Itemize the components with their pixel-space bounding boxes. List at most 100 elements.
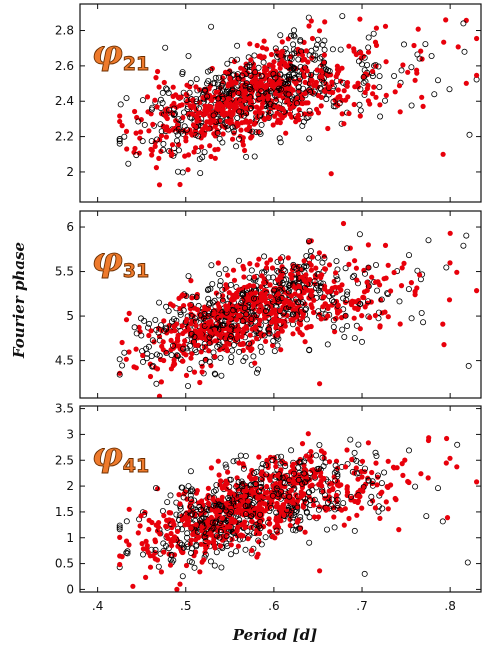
data-point-open: [217, 528, 224, 535]
data-point-open: [208, 262, 215, 269]
data-point-filled: [277, 307, 283, 314]
data-point-filled: [183, 352, 189, 358]
data-point-open: [174, 353, 181, 360]
data-point-open: [253, 369, 260, 376]
data-point-filled: [301, 258, 307, 264]
data-point-open: [269, 456, 276, 463]
data-point-open: [175, 147, 182, 154]
data-point-open: [311, 278, 318, 285]
data-point-open: [250, 295, 257, 302]
data-point-open: [186, 366, 193, 373]
data-point-filled: [447, 455, 453, 461]
data-point-open: [284, 80, 291, 87]
data-point-open: [199, 344, 206, 351]
data-point-open: [131, 324, 138, 331]
data-point-filled: [272, 459, 278, 465]
data-point-filled: [205, 485, 211, 491]
data-point-filled: [161, 318, 167, 324]
data-point-open: [180, 307, 187, 314]
data-point-filled: [168, 510, 174, 516]
data-point-open: [153, 351, 160, 358]
data-point-open: [293, 265, 300, 272]
data-point-filled: [425, 437, 432, 444]
data-point-open: [396, 298, 403, 305]
data-point-open: [163, 85, 170, 92]
data-point-open: [297, 38, 304, 45]
data-point-filled: [272, 82, 278, 88]
data-point-filled: [263, 265, 270, 271]
data-point-open: [161, 327, 168, 334]
data-point-filled: [259, 104, 265, 110]
data-point-filled: [169, 151, 175, 157]
data-point-open: [168, 551, 175, 558]
data-point-open: [463, 232, 470, 239]
data-point-filled: [188, 355, 194, 361]
data-point-open: [262, 534, 269, 541]
data-point-open: [289, 514, 296, 521]
data-point-open: [270, 337, 277, 344]
data-point-filled: [365, 283, 371, 289]
data-point-filled: [117, 534, 123, 541]
data-point-filled: [252, 360, 258, 366]
data-point-filled: [262, 315, 268, 321]
panel-label: φ31: [92, 240, 149, 282]
data-point-filled: [272, 91, 279, 97]
data-point-open: [259, 461, 266, 468]
data-point-open: [420, 319, 427, 326]
data-point-open: [297, 459, 304, 466]
data-point-open: [316, 441, 323, 448]
data-point-filled: [288, 86, 294, 92]
data-point-open: [347, 436, 354, 443]
data-point-filled: [355, 80, 361, 86]
data-point-filled: [160, 339, 166, 345]
data-point-filled: [231, 130, 237, 136]
data-point-filled: [207, 120, 214, 126]
data-point-filled: [290, 307, 296, 313]
data-point-open: [306, 489, 313, 496]
data-point-filled: [299, 274, 305, 280]
data-point-filled: [177, 581, 183, 587]
data-point-open: [239, 317, 246, 324]
data-point-filled: [123, 317, 130, 323]
data-point-filled: [271, 286, 277, 292]
data-point-filled: [349, 456, 355, 463]
data-point-filled: [242, 95, 248, 101]
data-point-open: [292, 508, 299, 515]
data-point-filled: [308, 262, 314, 268]
data-point-filled: [191, 553, 197, 559]
data-point-filled: [158, 379, 164, 385]
data-point-open: [330, 298, 337, 305]
data-point-open: [275, 298, 282, 305]
data-point-filled: [420, 103, 426, 109]
data-point-open: [290, 41, 297, 48]
data-point-filled: [344, 447, 350, 453]
data-point-filled: [256, 256, 262, 262]
data-point-open: [291, 50, 298, 57]
data-point-filled: [188, 130, 194, 137]
x-axis-title: Period [d]: [232, 626, 317, 644]
data-point-filled: [258, 55, 265, 61]
data-point-filled: [293, 119, 299, 125]
data-point-open: [201, 310, 208, 317]
data-point-filled: [155, 524, 162, 530]
data-point-filled: [351, 315, 357, 321]
data-point-filled: [357, 16, 363, 22]
data-point-filled: [367, 314, 373, 321]
data-point-filled: [296, 293, 302, 299]
data-point-open: [211, 297, 218, 304]
data-point-open: [289, 526, 296, 533]
data-point-filled: [235, 543, 241, 549]
data-point-open: [235, 479, 242, 486]
data-point-open: [330, 317, 337, 324]
data-point-open: [116, 371, 123, 378]
data-point-open: [242, 546, 249, 553]
data-point-open: [153, 136, 160, 143]
data-point-open: [291, 75, 298, 82]
data-point-filled: [223, 501, 230, 507]
data-point-filled: [198, 541, 204, 547]
data-point-filled: [273, 312, 279, 318]
data-point-filled: [305, 111, 311, 117]
data-point-open: [324, 341, 331, 348]
data-point-filled: [144, 546, 150, 553]
